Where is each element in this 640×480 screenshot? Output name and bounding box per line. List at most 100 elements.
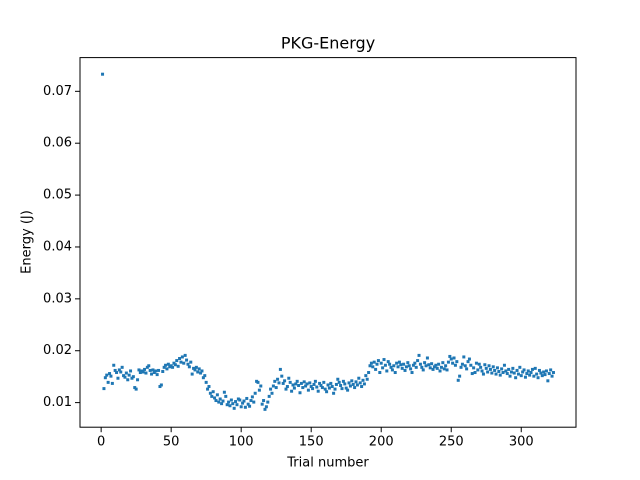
point <box>375 362 379 366</box>
point <box>339 383 343 387</box>
y-tick-label: 0.05 <box>43 188 72 203</box>
point <box>206 387 210 391</box>
point <box>376 359 380 363</box>
point <box>484 366 488 370</box>
point <box>131 375 135 379</box>
point <box>453 363 457 367</box>
point <box>229 398 233 402</box>
point <box>155 373 159 377</box>
point <box>235 403 239 407</box>
point <box>106 380 110 384</box>
point <box>185 358 189 362</box>
point <box>410 371 414 375</box>
chart-title: PKG-Energy <box>281 34 375 53</box>
point <box>208 391 212 395</box>
point <box>116 376 120 380</box>
point <box>350 379 354 383</box>
point <box>516 372 520 376</box>
point <box>449 357 453 361</box>
point <box>427 363 431 367</box>
point <box>192 366 196 370</box>
point <box>435 366 439 370</box>
point <box>337 380 341 384</box>
point <box>343 382 347 386</box>
point <box>260 402 264 406</box>
point <box>511 366 515 370</box>
point <box>311 387 315 391</box>
point <box>409 367 413 371</box>
point <box>470 372 474 376</box>
point <box>248 404 252 408</box>
point <box>252 400 256 404</box>
point <box>392 364 396 368</box>
point <box>299 381 303 385</box>
point <box>105 373 109 377</box>
point <box>319 383 323 387</box>
point <box>246 402 250 406</box>
point <box>232 406 236 410</box>
point <box>197 367 201 371</box>
point <box>423 361 427 365</box>
point <box>288 380 292 384</box>
point <box>267 394 271 398</box>
point <box>325 390 329 394</box>
point <box>101 72 105 76</box>
point <box>269 387 273 391</box>
point <box>312 382 316 386</box>
point <box>368 364 372 368</box>
axes-frame <box>79 57 577 428</box>
point <box>294 382 298 386</box>
point <box>257 388 261 392</box>
point <box>200 369 204 373</box>
point <box>451 361 455 365</box>
point <box>133 386 137 390</box>
point <box>437 362 441 366</box>
x-tick-label: 0 <box>97 435 105 450</box>
point <box>529 371 533 375</box>
point <box>495 366 499 370</box>
point <box>110 381 114 385</box>
point <box>458 374 462 378</box>
point <box>344 386 348 390</box>
point <box>271 384 275 388</box>
point <box>144 371 148 375</box>
point <box>438 369 442 373</box>
point <box>220 402 224 406</box>
point <box>274 386 278 390</box>
point <box>315 385 319 389</box>
point <box>112 363 116 367</box>
point <box>393 371 397 375</box>
point <box>465 367 469 371</box>
point <box>406 361 410 365</box>
point <box>353 386 357 390</box>
point <box>329 381 333 385</box>
point <box>383 363 387 367</box>
point <box>502 363 506 367</box>
point <box>213 396 217 400</box>
point <box>547 372 551 376</box>
point <box>124 371 128 375</box>
point <box>507 367 511 371</box>
point <box>467 357 471 361</box>
point <box>243 405 247 409</box>
point <box>479 365 483 369</box>
point <box>113 368 117 372</box>
point <box>334 382 338 386</box>
point <box>278 367 282 371</box>
point <box>179 360 183 364</box>
point <box>530 367 534 371</box>
point <box>411 363 415 367</box>
point <box>550 374 554 378</box>
point <box>231 402 235 406</box>
point <box>201 376 205 380</box>
point <box>129 369 133 373</box>
point <box>519 374 523 378</box>
point <box>462 355 466 359</box>
point <box>193 368 197 372</box>
x-tick-label: 100 <box>229 435 254 450</box>
point <box>395 361 399 365</box>
point <box>154 369 158 373</box>
point <box>127 373 131 377</box>
point <box>187 365 191 369</box>
point <box>362 382 366 386</box>
